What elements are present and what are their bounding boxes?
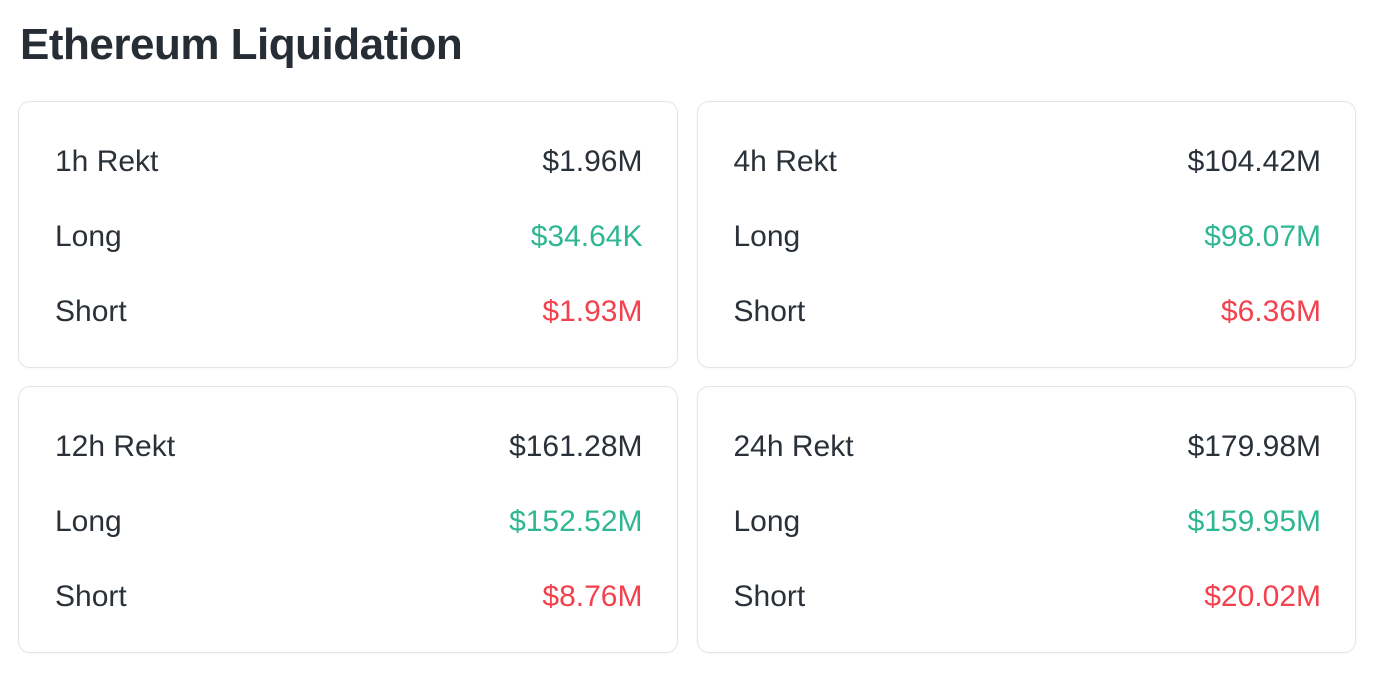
long-row: Long $98.07M <box>733 219 1322 253</box>
short-label: Short <box>733 579 806 613</box>
long-value: $34.64K <box>530 219 643 253</box>
long-label: Long <box>733 219 801 253</box>
liquidation-card-12h: 12h Rekt $161.28M Long $152.52M Short $8… <box>18 385 678 653</box>
rekt-label: 12h Rekt <box>55 429 176 463</box>
short-row: Short $6.36M <box>733 294 1322 328</box>
short-value: $8.76M <box>542 579 643 613</box>
liquidation-card-24h: 24h Rekt $179.98M Long $159.95M Short $2… <box>696 385 1356 653</box>
rekt-value: $161.28M <box>509 429 643 463</box>
rekt-label: 24h Rekt <box>733 429 854 463</box>
rekt-row: 24h Rekt $179.98M <box>733 429 1322 463</box>
rekt-row: 12h Rekt $161.28M <box>55 429 643 463</box>
rekt-row: 4h Rekt $104.42M <box>733 144 1322 178</box>
short-row: Short $20.02M <box>733 579 1322 613</box>
rekt-value: $179.98M <box>1187 429 1321 463</box>
short-row: Short $1.93M <box>55 294 643 328</box>
long-value: $152.52M <box>509 504 643 538</box>
liquidation-card-1h: 1h Rekt $1.96M Long $34.64K Short $1.93M <box>18 100 678 368</box>
long-label: Long <box>55 219 122 253</box>
liquidation-cards-grid: 1h Rekt $1.96M Long $34.64K Short $1.93M… <box>18 100 1356 653</box>
long-label: Long <box>55 504 122 538</box>
short-row: Short $8.76M <box>55 579 643 613</box>
short-value: $20.02M <box>1204 579 1321 613</box>
short-value: $1.93M <box>542 294 643 328</box>
long-value: $159.95M <box>1187 504 1321 538</box>
short-value: $6.36M <box>1220 294 1321 328</box>
liquidation-card-4h: 4h Rekt $104.42M Long $98.07M Short $6.3… <box>696 100 1356 368</box>
long-label: Long <box>733 504 801 538</box>
rekt-value: $1.96M <box>542 144 643 178</box>
long-value: $98.07M <box>1204 219 1321 253</box>
long-row: Long $159.95M <box>733 504 1322 538</box>
rekt-row: 1h Rekt $1.96M <box>55 144 643 178</box>
long-row: Long $152.52M <box>55 504 643 538</box>
rekt-label: 1h Rekt <box>55 144 159 178</box>
short-label: Short <box>55 579 127 613</box>
rekt-label: 4h Rekt <box>733 144 837 178</box>
short-label: Short <box>55 294 127 328</box>
long-row: Long $34.64K <box>55 219 643 253</box>
short-label: Short <box>733 294 806 328</box>
rekt-value: $104.42M <box>1187 144 1321 178</box>
page-title: Ethereum Liquidation <box>20 20 463 69</box>
